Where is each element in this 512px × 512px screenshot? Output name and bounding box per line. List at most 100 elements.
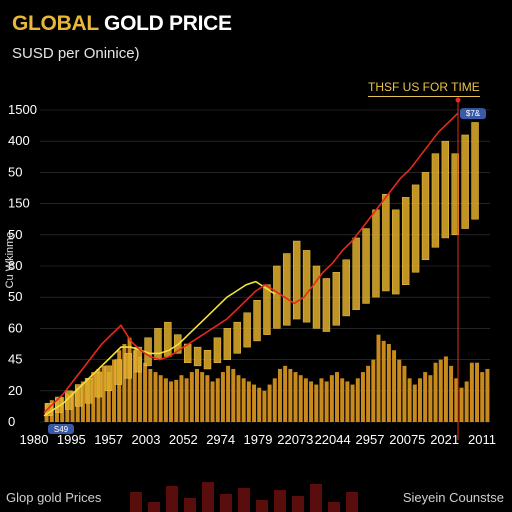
x-axis-ticks: 1980 1995 1957 2003 2052 2974 1979 22073 22044 29… bbox=[20, 432, 496, 447]
price-candle bbox=[213, 337, 222, 363]
volume-bar bbox=[80, 381, 85, 422]
footer-credit: Sieyein Counstse bbox=[402, 490, 504, 505]
price-candle bbox=[124, 353, 132, 379]
price-candle bbox=[94, 371, 103, 398]
price-candle bbox=[362, 228, 370, 304]
y-tick-label: 45 bbox=[8, 352, 22, 367]
price-candle bbox=[263, 284, 271, 335]
y-tick-label: 1500 bbox=[8, 102, 37, 117]
volume-bar bbox=[309, 381, 314, 422]
volume-bar bbox=[106, 372, 111, 422]
volume-bar bbox=[210, 381, 215, 422]
y-tick-label: 60 bbox=[8, 320, 22, 335]
price-candle bbox=[243, 312, 251, 348]
volume-bars bbox=[44, 334, 490, 422]
footer-decor-bar bbox=[328, 502, 340, 512]
footer-decor-bar bbox=[238, 488, 250, 512]
volume-bar bbox=[200, 372, 205, 422]
chart-title: GLOBAL GOLD PRICE bbox=[12, 12, 232, 36]
price-candle bbox=[114, 359, 123, 385]
footer-decor-bar bbox=[256, 500, 268, 512]
x-tick-label: 1957 bbox=[94, 432, 123, 447]
price-candle bbox=[104, 365, 113, 392]
volume-bar bbox=[335, 372, 340, 422]
footer-decor-bar bbox=[148, 502, 160, 512]
series-line-price bbox=[43, 112, 459, 414]
price-candle bbox=[401, 197, 410, 285]
volume-bar bbox=[402, 365, 407, 422]
volume-bar bbox=[117, 350, 122, 422]
x-tick-label: 22044 bbox=[315, 432, 351, 447]
x-tick-label: 2052 bbox=[169, 432, 198, 447]
volume-bar bbox=[464, 381, 469, 422]
volume-bar bbox=[148, 368, 153, 422]
footer-decor-bars bbox=[130, 482, 358, 512]
volume-bar bbox=[194, 368, 199, 422]
price-candle bbox=[471, 122, 479, 220]
volume-bar bbox=[293, 372, 298, 422]
volume-bar bbox=[459, 387, 464, 422]
volume-bar bbox=[340, 378, 345, 422]
volume-bar bbox=[137, 356, 142, 422]
volume-bar bbox=[132, 350, 137, 422]
y-tick-label: 50 bbox=[8, 227, 22, 242]
price-candle bbox=[203, 349, 212, 370]
volume-bar bbox=[252, 384, 257, 422]
footer-decor-bar bbox=[202, 482, 214, 512]
price-candle bbox=[65, 390, 73, 410]
annotation-banner: THSF US FOR TIME bbox=[368, 80, 480, 97]
volume-bar bbox=[324, 381, 329, 422]
volume-bar bbox=[314, 384, 319, 422]
volume-bar bbox=[231, 368, 236, 422]
x-tick-label: 1995 bbox=[57, 432, 86, 447]
price-candles bbox=[45, 122, 479, 417]
footer-decor-bar bbox=[220, 494, 232, 512]
price-candle bbox=[302, 250, 311, 323]
volume-bar bbox=[329, 375, 334, 422]
volume-bar bbox=[475, 362, 480, 422]
price-candle bbox=[441, 140, 450, 239]
price-candle bbox=[372, 209, 380, 298]
volume-bar bbox=[360, 372, 365, 422]
volume-bar bbox=[288, 368, 293, 422]
volume-bar bbox=[241, 378, 246, 422]
latest-price-badge-label: $7& bbox=[466, 109, 481, 118]
x-tick-label: 20075 bbox=[389, 432, 425, 447]
volume-bar bbox=[433, 362, 438, 422]
volume-bar bbox=[454, 378, 459, 422]
x-tick-label: 2957 bbox=[356, 432, 385, 447]
volume-bar bbox=[449, 365, 454, 422]
volume-bar bbox=[153, 372, 158, 422]
volume-bar bbox=[376, 334, 381, 422]
price-candle bbox=[392, 209, 400, 295]
start-badge: S49 bbox=[48, 424, 74, 434]
chart-subtitle: SUSD per Oninice) bbox=[12, 45, 140, 62]
volume-bar bbox=[480, 372, 485, 422]
price-candle bbox=[233, 321, 241, 354]
x-tick-label: 2003 bbox=[132, 432, 161, 447]
price-candle bbox=[451, 153, 459, 236]
marker-dot bbox=[455, 97, 461, 103]
volume-bar bbox=[179, 375, 184, 422]
start-badge-bg bbox=[48, 424, 74, 434]
price-candle bbox=[193, 346, 202, 367]
volume-bar bbox=[267, 384, 272, 422]
price-candle bbox=[292, 240, 301, 320]
footer-decor-bar bbox=[184, 498, 196, 512]
x-tick-label: 22073 bbox=[277, 432, 313, 447]
y-tick-label: 20 bbox=[8, 383, 22, 398]
volume-bar bbox=[226, 365, 231, 422]
volume-bar bbox=[303, 378, 308, 422]
y-tick-label: 400 bbox=[8, 133, 30, 148]
footer-source: Glop gold Prices bbox=[6, 490, 102, 505]
footer-decor-bar bbox=[166, 486, 178, 512]
volume-bar bbox=[438, 359, 443, 422]
volume-bar bbox=[392, 350, 397, 422]
price-candle bbox=[154, 328, 162, 360]
volume-bar bbox=[205, 375, 210, 422]
footer-decor-bar bbox=[292, 496, 304, 512]
volume-bar bbox=[112, 359, 117, 422]
y-tick-label: 0 bbox=[8, 414, 15, 429]
price-candle bbox=[461, 134, 469, 229]
volume-bar bbox=[355, 378, 360, 422]
